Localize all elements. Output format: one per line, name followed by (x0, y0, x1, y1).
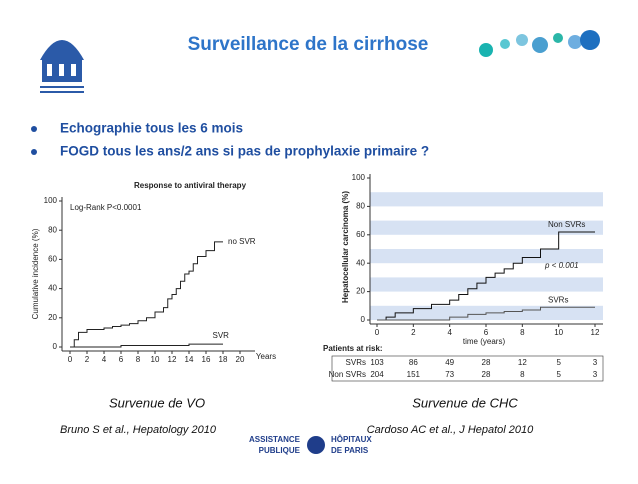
x-tick-label: 10 (151, 355, 160, 364)
x-tick-label: 12 (591, 328, 600, 337)
risk-value: 49 (445, 358, 454, 367)
y-axis-label: Cumulative incidence (%) (31, 228, 40, 319)
y-tick-label: 100 (44, 196, 58, 205)
risk-value: 73 (445, 370, 454, 379)
risk-table-box (331, 355, 604, 382)
y-tick-label: 80 (48, 225, 57, 234)
bullets: Echographie tous les 6 mois FOGD tous le… (31, 121, 429, 159)
logo-text: HÔPITAUX (331, 435, 372, 444)
bullet: FOGD tous les ans/2 ans si pas de prophy… (60, 144, 429, 159)
series-label: SVR (213, 331, 230, 340)
reference: Cardoso AC et al., J Hepatol 2010 (367, 424, 534, 436)
slide-title: Surveillance de la cirrhose (188, 34, 429, 55)
x-tick-label: 20 (236, 355, 245, 364)
annotation: p < 0.001 (544, 261, 579, 270)
risk-value: 3 (593, 358, 598, 367)
risk-value: 5 (556, 370, 561, 379)
x-axis-label: time (years) (463, 337, 506, 346)
risk-table-title: Patients at risk: (323, 344, 383, 353)
risk-row-label: Non SVRs (329, 370, 366, 379)
y-tick-label: 0 (361, 315, 366, 324)
x-tick-label: 16 (202, 355, 211, 364)
risk-value: 3 (593, 370, 598, 379)
grid-band (370, 277, 603, 292)
caption: Survenue de VO (109, 395, 205, 410)
y-tick-label: 0 (53, 342, 58, 351)
y-axis-label: Hepatocellular carcinoma (%) (341, 191, 350, 303)
x-tick-label: 0 (68, 355, 73, 364)
risk-value: 86 (409, 358, 418, 367)
risk-value: 103 (370, 358, 384, 367)
x-tick-label: 18 (219, 355, 228, 364)
risk-value: 151 (407, 370, 421, 379)
logo-text: PUBLIQUE (259, 446, 301, 455)
logo-text: DE PARIS (331, 446, 369, 455)
risk-row-label: SVRs (346, 358, 366, 367)
decoration (479, 30, 600, 57)
y-tick-label: 20 (48, 313, 57, 322)
grid-band (370, 220, 603, 235)
series-label: no SVR (228, 237, 256, 246)
y-tick-label: 60 (356, 230, 365, 239)
risk-value: 12 (518, 358, 527, 367)
aphp-logo: ASSISTANCE PUBLIQUE HÔPITAUX DE PARIS (249, 435, 372, 455)
x-tick-label: 4 (102, 355, 107, 364)
risk-value: 28 (482, 370, 491, 379)
series-label: SVRs (548, 295, 568, 304)
annotation: Log-Rank P<0.0001 (70, 203, 142, 212)
step-line (377, 231, 595, 321)
risk-value: 204 (370, 370, 384, 379)
y-tick-label: 40 (48, 284, 57, 293)
x-tick-label: 12 (168, 355, 177, 364)
step-line (377, 306, 595, 321)
y-tick-label: 80 (356, 202, 365, 211)
x-tick-label: 4 (447, 328, 452, 337)
reference: Bruno S et al., Hepatology 2010 (60, 424, 217, 436)
y-tick-label: 40 (356, 258, 365, 267)
y-tick-label: 20 (356, 287, 365, 296)
x-tick-label: 2 (411, 328, 416, 337)
step-line (70, 241, 223, 348)
x-tick-label: 6 (119, 355, 124, 364)
grid-band (370, 249, 603, 264)
x-tick-label: 0 (375, 328, 380, 337)
x-tick-label: 14 (185, 355, 194, 364)
risk-value: 8 (520, 370, 525, 379)
x-tick-label: 6 (484, 328, 489, 337)
risk-value: 28 (482, 358, 491, 367)
hospital-logo (40, 40, 84, 93)
y-tick-label: 60 (48, 255, 57, 264)
logo-text: ASSISTANCE (249, 435, 301, 444)
step-line (70, 343, 223, 348)
grid-band (370, 192, 603, 207)
risk-value: 5 (556, 358, 561, 367)
series-label: Non SVRs (548, 220, 585, 229)
x-tick-label: 8 (136, 355, 141, 364)
y-tick-label: 100 (352, 173, 366, 182)
caption: Survenue de CHC (412, 395, 518, 410)
x-tick-label: 8 (520, 328, 525, 337)
bullet: Echographie tous les 6 mois (60, 121, 243, 136)
x-tick-label: 10 (554, 328, 563, 337)
x-tick-label: 2 (85, 355, 90, 364)
chart-title: Response to antiviral therapy (134, 181, 247, 190)
x-axis-label: Years (256, 352, 276, 361)
